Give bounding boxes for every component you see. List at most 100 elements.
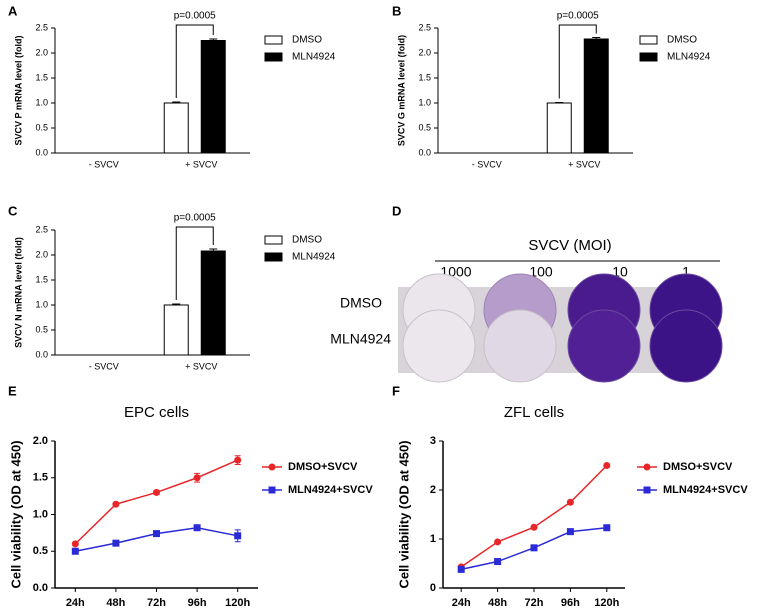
annotation: p=0.0005 [174,11,216,22]
significance-bracket [175,226,214,300]
legend-swatch [264,35,283,45]
error-bar [209,38,218,41]
x-tick-label: 24h [452,597,471,609]
legend-label: MLN4924 [292,52,336,63]
x-tick-label: - SVCV [472,159,502,169]
point [234,456,242,464]
y-tick-label: 2.5 [35,22,48,32]
x-tick-label: 72h [525,597,544,609]
legend-swatch [264,52,283,62]
point [530,523,538,531]
x-tick-label: + SVCV [185,361,217,371]
y-tick-label: 2 [430,484,436,496]
panel-label: F [392,383,400,398]
x-tick-label: 48h [106,597,125,609]
y-tick-label: 1.0 [35,97,48,107]
y-tick-label: 3 [430,435,436,447]
x-tick-label: 120h [225,597,250,609]
y-tick-label: 2.0 [35,249,48,259]
y-tick-label: 2.5 [35,224,48,234]
panel-label: D [392,203,401,218]
point [71,540,79,548]
y-axis-label: SVCV G mRNA level (fold) [396,35,406,146]
point [494,538,502,546]
legend-swatch [264,235,283,245]
point [112,539,120,547]
annotation: p=0.0005 [174,213,216,224]
legend-marker [643,463,651,471]
y-tick-label: 0.5 [35,122,48,132]
y-tick-label: 0.0 [35,147,48,157]
panel-label: A [8,3,18,18]
y-tick-label: 0 [430,582,436,594]
column-label: 100 [529,264,553,280]
legend-label: MLN4924 [292,252,336,263]
significance-bracket [558,24,597,99]
row-label: MLN4924 [330,331,391,347]
x-tick-label: 96h [188,597,207,609]
line [460,464,608,568]
legend-marker [268,463,276,471]
chart-title: ZFL cells [504,404,564,421]
point [71,547,79,555]
point [603,462,611,469]
y-tick-label: 2.0 [33,435,48,447]
y-tick-label: 0.0 [35,349,48,359]
y-tick-label: 1.5 [33,472,48,484]
chart-title: EPC cells [124,404,189,421]
y-tick-label: 2.5 [418,22,431,32]
point [530,544,538,552]
bar [200,250,226,356]
point [457,565,465,573]
x-tick-label: - SVCV [89,159,119,169]
column-label: 1 [682,264,690,280]
point [112,500,120,508]
y-axis-label: Cell viability (OD at 450) [396,440,411,588]
x-tick-label: + SVCV [185,159,217,169]
legend-label: DMSO+SVCV [663,461,733,473]
point [494,558,502,566]
point [603,524,611,532]
plate-title: SVCV (MOI) [528,237,611,254]
error-bar [172,303,181,305]
legend-label: DMSO+SVCV [288,461,358,473]
error-bar [555,102,564,103]
legend-label: DMSO [292,35,322,46]
legend-label: MLN4924 [667,52,711,63]
row-label: DMSO [340,295,382,311]
y-tick-label: 1.5 [35,274,48,284]
well [649,309,723,383]
y-tick-label: 0.0 [33,582,48,594]
panel-label: B [392,3,401,18]
point [566,528,574,536]
legend-marker [268,486,276,494]
bar [200,40,226,154]
x-tick-label: 72h [147,597,166,609]
panel-label: C [8,203,18,218]
y-axis-label: Cell viability (OD at 450) [8,440,23,588]
y-tick-label: 1.0 [33,508,48,520]
point [566,498,574,506]
y-tick-label: 0.5 [33,545,48,557]
error-bar [209,248,218,251]
y-axis-label: SVCV P mRNA level (fold) [13,35,23,145]
error-bar [172,101,181,103]
significance-bracket [175,24,214,98]
plate-panel: D SVCV (MOI) 1000 100 10 1 DMSO MLN4924 [330,203,723,383]
annotation: p=0.0005 [557,11,599,22]
y-tick-label: 2.0 [35,47,48,57]
y-tick-label: 0.5 [418,122,431,132]
y-tick-label: 1.0 [418,97,431,107]
well [483,309,557,383]
x-tick-label: 96h [561,597,580,609]
legend-marker [643,486,651,494]
y-tick-label: 0.5 [35,324,48,334]
bar [583,38,609,154]
point [193,524,201,532]
bar [163,102,189,154]
x-tick-label: 48h [488,597,507,609]
y-axis-label: SVCV N mRNA level (fold) [13,237,23,348]
legend-label: MLN4924+SVCV [663,484,748,496]
x-tick-label: 120h [594,597,619,609]
